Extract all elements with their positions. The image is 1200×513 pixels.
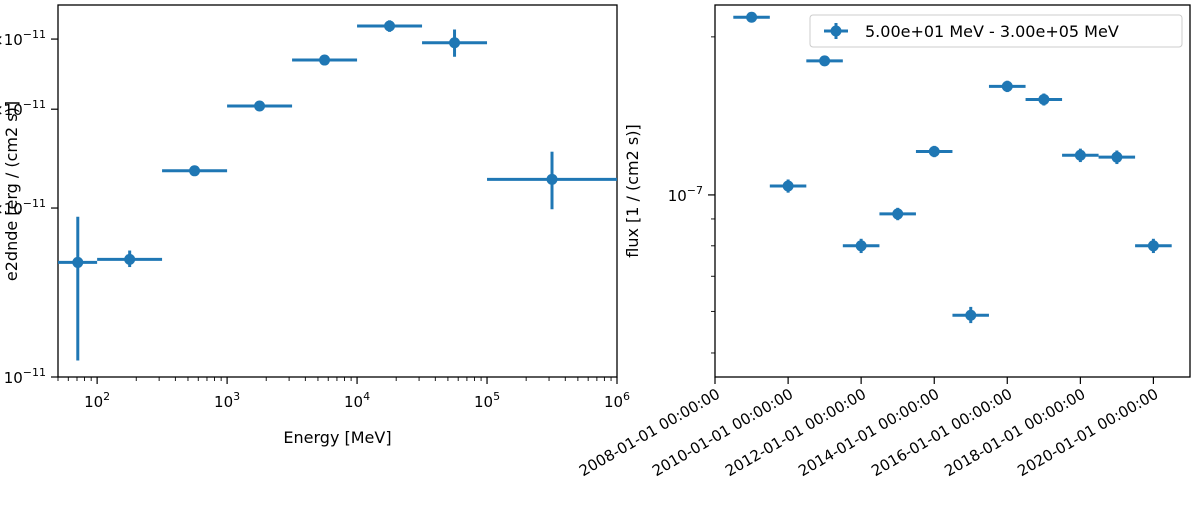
x-tick-label: 104: [344, 390, 370, 411]
x-tick-label-base: 10: [344, 393, 363, 411]
point-marker: [72, 256, 84, 268]
x-tick-label-exponent: 6: [623, 390, 630, 403]
y-tick-label-base: 2×10: [0, 200, 23, 218]
point-marker: [189, 165, 201, 177]
legend-label: 5.00e+01 MeV - 3.00e+05 MeV: [865, 22, 1119, 41]
data-point: [1025, 93, 1063, 106]
point-marker: [1074, 149, 1086, 161]
legend: 5.00e+01 MeV - 3.00e+05 MeV: [809, 14, 1183, 48]
lightcurve-y-axis: 10−7: [668, 36, 715, 354]
y-tick-label-base: 10: [4, 369, 23, 387]
y-tick-label-exponent: −7: [687, 184, 703, 197]
y-tick-label-exponent: −11: [23, 98, 46, 111]
sed-x-axis-label: Energy [MeV]: [283, 428, 391, 447]
point-marker: [384, 20, 396, 32]
x-tick-label-base: 10: [604, 393, 623, 411]
data-point: [227, 100, 293, 112]
x-tick-label-base: 10: [474, 393, 493, 411]
x-tick-label: 102: [84, 390, 110, 411]
point-marker: [449, 37, 461, 49]
x-tick-label-exponent: 4: [363, 390, 370, 403]
y-tick-label: 10−7: [668, 184, 703, 205]
sed-plot-area: [57, 4, 618, 378]
data-point: [422, 29, 488, 57]
data-point: [806, 55, 843, 67]
legend-point-marker: [830, 25, 842, 37]
sed-x-axis: 102 103 104 105 106: [57, 377, 630, 411]
point-marker: [819, 55, 831, 67]
y-tick-label-base: 4×10: [0, 31, 23, 49]
lightcurve-plot-area: [714, 4, 1191, 378]
y-tick-label: 10−11: [4, 366, 46, 387]
data-point: [952, 306, 989, 324]
point-marker: [855, 240, 867, 252]
y-tick-label: 4×10−11: [0, 28, 46, 49]
point-marker: [1111, 151, 1123, 163]
data-point: [357, 20, 423, 32]
data-point: [769, 179, 807, 193]
y-tick-label: 2×10−11: [0, 197, 46, 218]
x-tick-label-base: 10: [84, 393, 103, 411]
point-marker: [928, 145, 940, 157]
data-point: [879, 207, 916, 221]
x-tick-label-exponent: 3: [233, 390, 240, 403]
x-tick-label: 106: [604, 390, 630, 411]
point-marker: [254, 100, 266, 112]
x-tick-label-base: 10: [214, 393, 233, 411]
lightcurve-data-points: [733, 11, 1172, 324]
legend-box: [809, 14, 1183, 48]
point-marker: [319, 54, 331, 66]
sed-y-axis-label: e2dnde [erg / (cm2 s)]: [2, 101, 21, 281]
point-marker: [965, 309, 977, 321]
point-marker: [1038, 93, 1050, 105]
data-point: [292, 54, 358, 66]
data-point: [58, 216, 98, 361]
x-tick-label-exponent: 2: [103, 390, 110, 403]
sed-y-axis: 10−112×10−113×10−114×10−11: [0, 28, 58, 387]
point-marker: [124, 253, 136, 265]
x-tick-label-exponent: 5: [493, 390, 500, 403]
y-tick-label-exponent: −11: [23, 197, 46, 210]
point-marker: [1001, 80, 1013, 92]
lightcurve-y-axis-label: flux [1 / (cm2 s)]: [623, 124, 642, 257]
data-point: [1098, 150, 1136, 165]
x-tick-label: 105: [474, 390, 500, 411]
data-point: [97, 250, 163, 268]
data-point: [162, 165, 228, 177]
data-point: [1135, 238, 1172, 254]
y-tick-label-base: 10: [668, 187, 687, 205]
sed-data-points: [58, 20, 617, 361]
data-point: [1062, 148, 1099, 163]
point-marker: [746, 11, 758, 23]
data-point: [842, 238, 880, 254]
y-tick-label-exponent: −11: [23, 366, 46, 379]
x-tick-label: 103: [214, 390, 240, 411]
data-point: [487, 151, 617, 210]
data-point: [988, 80, 1026, 93]
point-marker: [892, 208, 904, 220]
y-tick-label-base: 3×10: [0, 101, 23, 119]
y-tick-label: 3×10−11: [0, 98, 46, 119]
data-point: [733, 11, 770, 23]
point-marker: [1147, 240, 1159, 252]
x-tick-label: 2020-01-01 00:00:00: [1014, 385, 1161, 480]
point-marker: [546, 173, 558, 185]
point-marker: [782, 180, 794, 192]
legend-marker: [824, 23, 848, 39]
data-point: [915, 145, 953, 158]
y-tick-label-exponent: −11: [23, 28, 46, 41]
